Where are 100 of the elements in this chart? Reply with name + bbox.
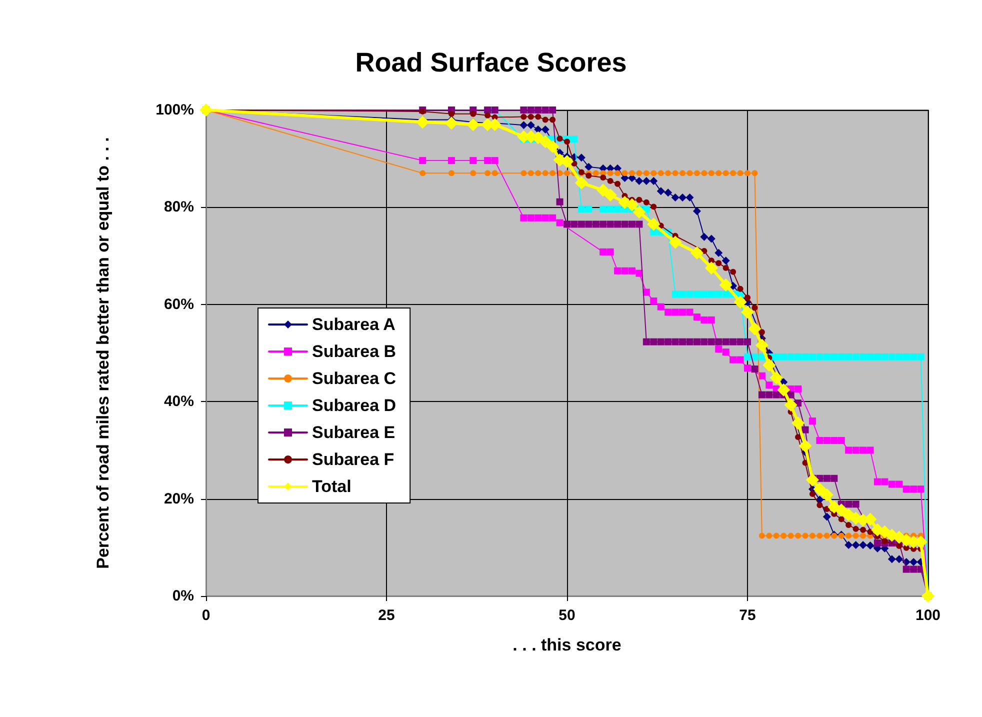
point [744,294,750,301]
point [766,532,772,539]
point [708,338,715,346]
point [672,170,678,176]
point [636,220,643,228]
point [823,474,830,482]
point [852,353,860,360]
point [574,176,588,190]
point [586,172,592,179]
point [881,353,888,360]
point [700,232,708,241]
legend-label: Total [312,477,352,496]
point [606,220,614,228]
x-tick-label: 0 [202,607,210,624]
point [714,248,723,257]
point [795,532,802,539]
point [808,418,816,425]
point [867,528,874,535]
point [715,290,722,298]
point [596,184,610,197]
point [736,356,744,364]
point [664,308,672,316]
point [722,256,730,265]
point [542,170,548,176]
point [888,480,896,488]
legend-label: Subarea C [312,369,396,388]
point [707,234,716,243]
point [679,338,686,346]
point [787,353,794,360]
point [715,346,722,353]
point [700,290,708,298]
point [643,170,650,176]
point [657,303,664,310]
point [541,125,550,134]
point [741,306,754,319]
point [419,157,426,164]
legend-label: Subarea A [312,315,396,334]
point [809,532,816,539]
point [664,188,672,197]
point [592,220,600,228]
point [830,353,838,360]
point [773,532,780,539]
point [680,170,686,176]
point [798,439,812,452]
point [722,170,729,176]
point [844,540,853,549]
point [650,338,658,346]
point [665,170,672,176]
point [606,248,614,256]
point [787,391,794,398]
chart-title: Road Surface Scores [355,48,627,78]
point [622,170,628,176]
point [560,155,574,168]
point [777,383,790,396]
point [874,353,881,360]
point [686,193,694,202]
point [744,338,751,346]
point [621,267,628,274]
point [484,170,491,176]
point [448,110,454,117]
point [636,170,642,176]
point [716,260,722,266]
point [693,314,700,321]
point [755,338,768,352]
point [888,353,896,360]
point [802,353,809,360]
point [542,116,548,123]
point [416,116,430,129]
point [643,199,650,206]
point [694,170,700,176]
point [668,236,682,249]
point [772,391,780,398]
point [820,488,834,502]
point [874,540,881,547]
point [693,338,700,346]
point [730,338,737,346]
point [704,261,718,274]
point [816,436,824,444]
point [917,486,924,493]
point [882,538,888,544]
point [910,353,918,360]
point [657,338,664,346]
y-tick-label: 80% [164,198,194,216]
point [830,474,838,482]
point [708,170,714,176]
point [577,154,586,162]
point [550,170,556,176]
x-axis-title: . . . this score [512,636,622,654]
point [690,246,704,260]
point [824,532,830,539]
point [903,544,910,551]
point [600,206,607,213]
point [896,542,902,549]
point [860,526,866,533]
point [549,214,556,222]
point [910,486,918,493]
point [625,198,638,212]
point [686,170,693,176]
point [520,121,528,130]
point [520,106,528,114]
